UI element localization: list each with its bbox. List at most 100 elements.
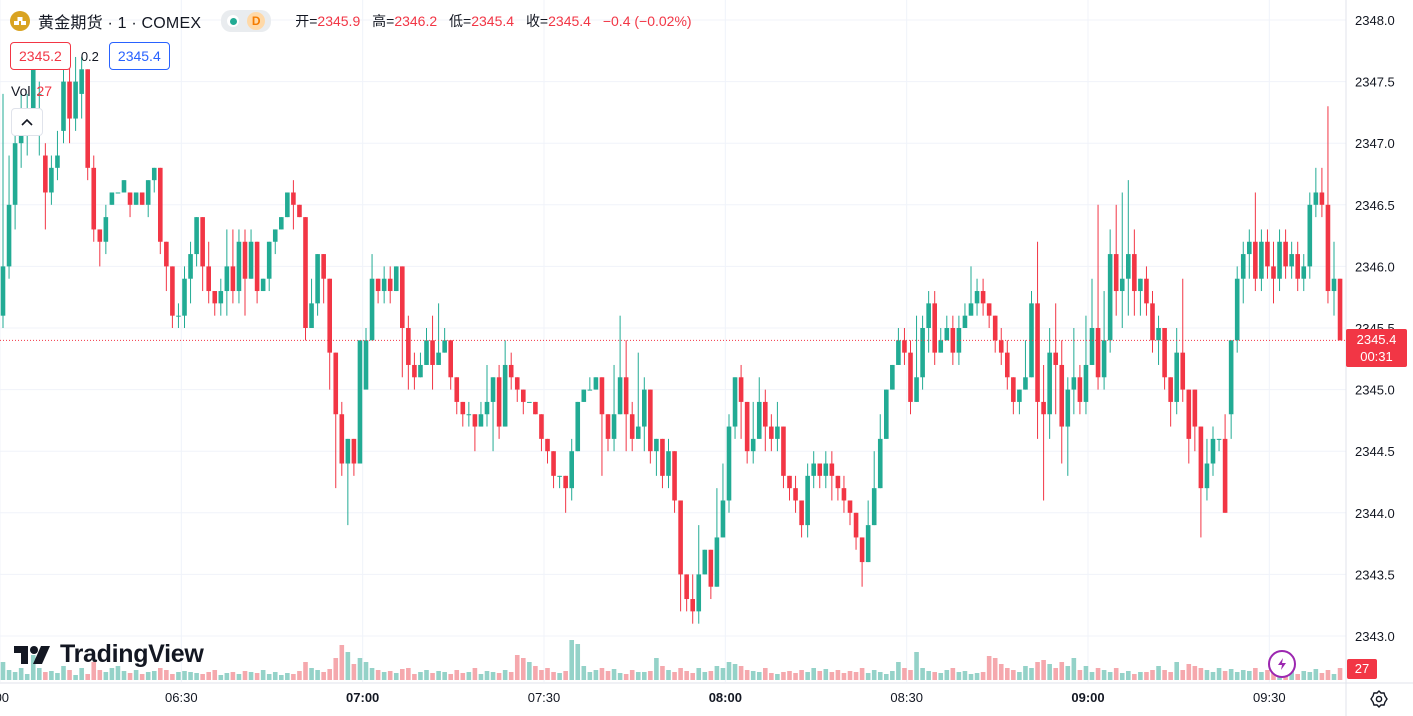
volume-bar: [720, 668, 726, 680]
delayed-data-badge[interactable]: D: [247, 12, 266, 30]
candle-body: [738, 377, 744, 402]
replay-lightning-button[interactable]: [1268, 650, 1296, 678]
tradingview-logo[interactable]: TradingView: [14, 640, 204, 669]
candle-body: [1053, 352, 1058, 365]
candle-body: [890, 364, 895, 390]
candle-body: [103, 217, 109, 242]
candle-body: [563, 475, 568, 489]
candle-body: [744, 401, 750, 452]
candle-body: [551, 451, 556, 476]
candle-body: [750, 438, 756, 452]
volume-bar: [121, 671, 127, 680]
candle-body: [1017, 389, 1022, 402]
candle-body: [1307, 204, 1313, 267]
candle-body: [1331, 278, 1337, 292]
candle-body: [164, 241, 169, 267]
volume-bars: [0, 640, 1343, 680]
candle-body: [533, 401, 538, 415]
time-tick-label: 07:00: [346, 690, 379, 705]
volume-bar: [890, 671, 895, 680]
candle-body: [1174, 352, 1179, 402]
symbol-title[interactable]: 黄金期货 · 1 · COMEX: [38, 15, 202, 32]
open-value: 2345.9: [317, 13, 361, 29]
volume-bar: [303, 662, 308, 680]
candle-body: [956, 328, 962, 353]
time-tick-label: 06:30: [165, 690, 198, 705]
volume-bar: [327, 669, 332, 680]
change-value: −0.4 (−0.02%): [602, 13, 692, 29]
candle-body: [1077, 377, 1083, 402]
price-tick-label: 2343.5: [1355, 567, 1395, 582]
volume-bar: [266, 674, 272, 680]
candle-body: [1113, 254, 1119, 292]
price-tick-label: 2345.0: [1355, 383, 1395, 398]
volume-bar: [1089, 672, 1095, 680]
candle-body: [1289, 254, 1294, 267]
volume-bar: [787, 671, 792, 680]
volume-bar: [1047, 664, 1052, 680]
volume-bar: [871, 670, 877, 680]
volume-bar: [1204, 670, 1210, 680]
volume-bar: [297, 671, 302, 680]
volume-bar: [1253, 668, 1258, 680]
candle-body: [218, 291, 224, 304]
candle-body: [176, 315, 181, 317]
volume-bar: [315, 670, 320, 680]
volume-bar: [1265, 670, 1270, 680]
chart-settings-button[interactable]: [1367, 687, 1391, 711]
volume-legend[interactable]: Vol 27: [11, 83, 52, 99]
candle-body: [1150, 303, 1155, 341]
volume-bar: [1065, 666, 1071, 680]
volume-bar: [1192, 666, 1198, 680]
candle-body: [859, 537, 865, 563]
candle-body: [393, 266, 399, 292]
candle-body: [1138, 278, 1143, 292]
candle-body: [6, 204, 12, 267]
high-label: 高=: [372, 13, 395, 29]
candle-body: [775, 426, 780, 439]
volume-bar: [775, 674, 780, 680]
volume-bar: [357, 658, 363, 680]
candle-body: [182, 278, 187, 316]
volume-bar: [387, 671, 393, 680]
volume-bar: [1017, 672, 1022, 680]
volume-bar: [605, 671, 611, 680]
volume-bar: [1101, 670, 1107, 680]
volume-bar: [212, 670, 218, 680]
market-open-icon[interactable]: [227, 15, 240, 27]
candle-body: [696, 574, 702, 612]
volume-bar: [678, 668, 683, 680]
volume-bar: [902, 668, 907, 680]
volume-bar: [478, 674, 484, 680]
collapse-legend-button[interactable]: [11, 108, 43, 136]
volume-bar: [817, 671, 823, 680]
candle-body: [1132, 254, 1137, 292]
candle-body: [436, 352, 441, 365]
candle-body: [345, 438, 351, 464]
volume-bar: [877, 672, 883, 680]
volume-bar: [1247, 671, 1252, 680]
candle-body: [539, 414, 544, 439]
volume-bar: [998, 664, 1004, 680]
volume-bar: [1174, 662, 1179, 680]
candle-body: [1029, 303, 1034, 378]
buy-button[interactable]: 2345.4: [108, 42, 170, 70]
candle-body: [200, 217, 205, 267]
volume-bar: [1150, 670, 1155, 680]
sell-button[interactable]: 2345.2: [10, 42, 71, 70]
volume-bar: [992, 658, 998, 680]
candle-body: [853, 512, 859, 538]
candle-body: [297, 204, 302, 218]
volume-bar: [1071, 658, 1077, 680]
candle-body: [605, 414, 611, 439]
candle-body: [805, 475, 810, 526]
volume-bar: [654, 658, 659, 680]
trade-buttons: 2345.2 0.2 2345.4: [10, 42, 170, 70]
candle-body: [1156, 328, 1161, 341]
candle-body: [569, 451, 574, 489]
candle-body: [248, 241, 254, 279]
candle-body: [1126, 254, 1131, 279]
volume-bar: [1041, 660, 1046, 680]
candle-body: [424, 340, 429, 365]
